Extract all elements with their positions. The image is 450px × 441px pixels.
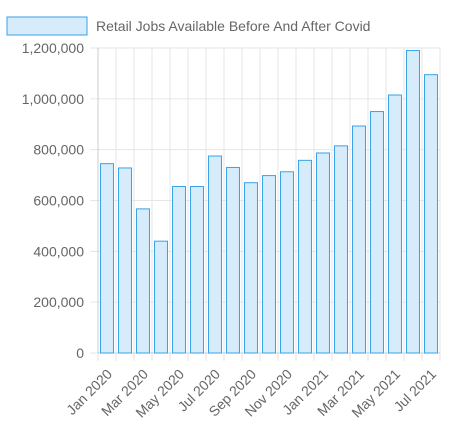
y-tick-label: 1,000,000 — [22, 91, 84, 107]
legend[interactable]: Retail Jobs Available Before And After C… — [6, 16, 370, 36]
y-tick-label: 1,200,000 — [22, 40, 84, 56]
bar — [226, 166, 240, 354]
bar — [100, 163, 114, 354]
bar — [136, 208, 150, 354]
y-axis-ticks: 0 200,000 400,000 600,000 800,000 1,000,000 1,… — [22, 40, 85, 361]
bar — [244, 182, 258, 354]
bar — [406, 50, 420, 354]
bar — [118, 167, 132, 354]
bar — [370, 111, 384, 354]
legend-swatch — [6, 16, 88, 36]
bars — [100, 50, 438, 354]
y-tick-label: 400,000 — [33, 243, 84, 259]
bar — [352, 125, 366, 354]
bar — [208, 155, 222, 354]
bar — [172, 186, 186, 354]
y-tick-label: 600,000 — [33, 193, 84, 209]
bar — [424, 74, 438, 354]
bar — [154, 240, 168, 354]
bar — [316, 152, 330, 354]
y-tick-label: 200,000 — [33, 294, 84, 310]
bar — [190, 186, 204, 354]
bar — [388, 94, 402, 354]
legend-label: Retail Jobs Available Before And After C… — [96, 18, 370, 34]
bar — [280, 171, 294, 354]
bar — [334, 145, 348, 354]
bar — [298, 159, 312, 354]
y-tick-label: 0 — [76, 345, 84, 361]
bar — [262, 175, 276, 354]
y-tick-label: 800,000 — [33, 142, 84, 158]
